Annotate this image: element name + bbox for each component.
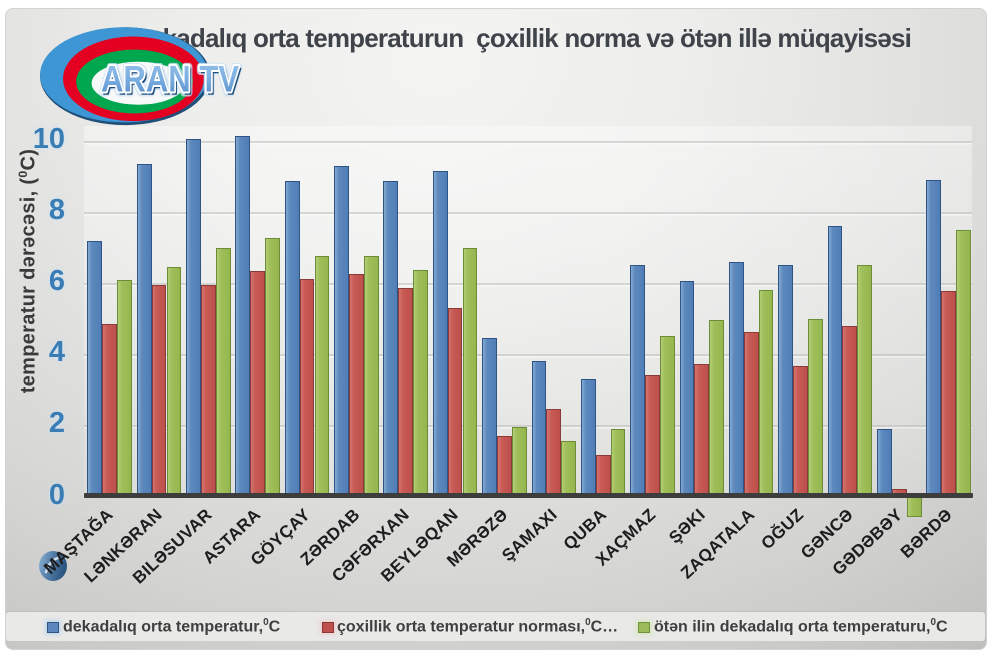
svg-text:ARAN TV: ARAN TV [103, 61, 241, 102]
svg-text:ARAN TV: ARAN TV [102, 60, 240, 101]
svg-text:ARAN TV: ARAN TV [101, 59, 239, 100]
svg-text:ARAN TV: ARAN TV [101, 59, 239, 100]
